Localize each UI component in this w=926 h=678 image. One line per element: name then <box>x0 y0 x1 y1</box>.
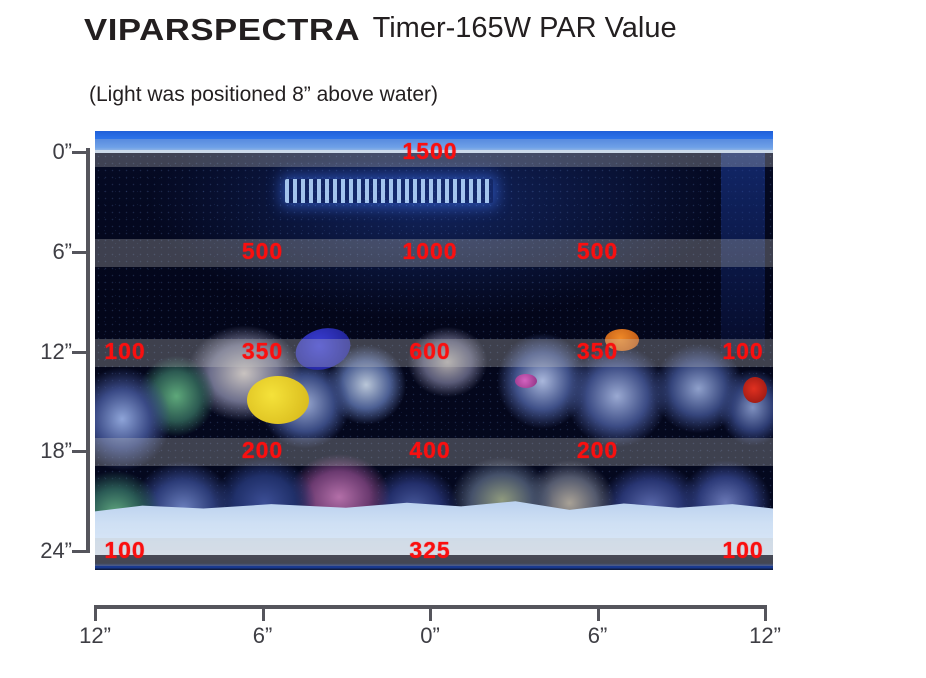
title-subject: Timer-165W PAR Value <box>372 12 677 44</box>
page-title: VIPARSPECTRA Timer-165W PAR Value <box>84 12 677 48</box>
red-fish <box>743 377 767 403</box>
par-value-label: 500 <box>241 237 284 264</box>
x-axis-tick <box>94 605 97 621</box>
aquarium-photo: 1500 500 1000 500 100 350 600 350 100 200 400 200 10… <box>95 131 773 570</box>
tank-bottom-trim <box>95 555 773 570</box>
par-value-label: 100 <box>722 537 764 563</box>
par-value-label: 350 <box>241 337 284 364</box>
x-axis-tick-label: 12” <box>749 623 781 648</box>
brand-name: VIPARSPECTRA <box>84 12 361 47</box>
par-value-label: 325 <box>409 537 451 563</box>
y-axis-tick-label: 24” <box>40 538 72 563</box>
y-axis-tick <box>72 250 86 254</box>
par-value-label: 1000 <box>402 237 458 264</box>
par-value-label: 100 <box>722 337 764 364</box>
x-axis-tick-label: 12” <box>79 623 111 648</box>
y-axis-tick-label: 6” <box>52 238 72 264</box>
x-axis-tick-label: 6” <box>587 623 608 648</box>
par-value-label: 200 <box>241 437 284 464</box>
par-value-label: 1500 <box>402 138 458 164</box>
par-value-label: 500 <box>576 237 619 264</box>
par-value-label: 200 <box>576 437 619 464</box>
par-value-label: 350 <box>576 337 619 364</box>
pink-fish <box>515 374 537 388</box>
x-axis-tick <box>429 605 432 621</box>
y-axis-tick <box>72 450 86 454</box>
par-value-label: 400 <box>409 437 451 464</box>
y-axis <box>86 148 90 553</box>
x-axis-tick <box>764 605 767 621</box>
y-axis-tick-label: 12” <box>40 338 72 364</box>
y-axis-tick <box>72 350 86 354</box>
y-axis-labels: 0” 6” 12” 18” 24” <box>0 0 72 678</box>
y-axis-tick <box>72 151 86 154</box>
x-axis-tick <box>261 605 265 621</box>
sand-bed <box>95 501 773 556</box>
x-axis-tick-label: 0” <box>420 623 440 648</box>
led-light-bar <box>285 179 493 203</box>
par-value-label: 100 <box>104 337 146 364</box>
clownfish <box>605 329 639 351</box>
x-axis-tick-label: 6” <box>252 623 273 648</box>
y-axis-tick <box>72 550 86 553</box>
yellow-tang-fish <box>247 376 309 424</box>
par-value-label: 600 <box>409 337 451 364</box>
par-value-label: 100 <box>104 537 146 563</box>
subtitle: (Light was positioned 8” above water) <box>89 83 439 106</box>
y-axis-tick-label: 18” <box>40 438 72 464</box>
water-surface <box>95 131 773 153</box>
y-axis-tick-label: 0” <box>52 139 72 164</box>
x-axis-tick <box>596 605 600 621</box>
